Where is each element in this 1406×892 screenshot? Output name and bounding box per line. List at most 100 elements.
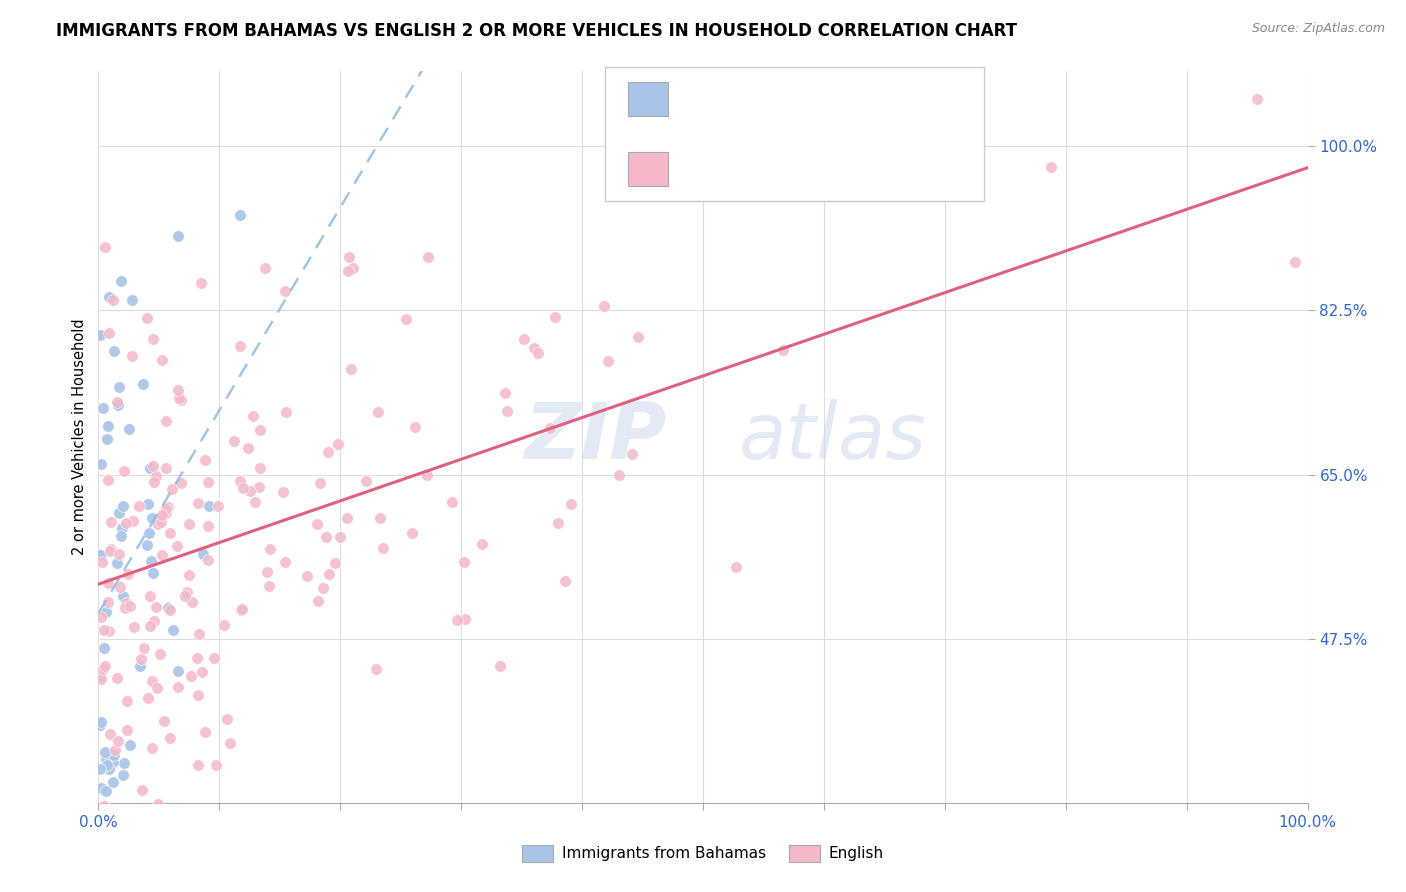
- Point: [527, 346, 550, 360]
- Point: [132, 377, 155, 392]
- Point: [271, 484, 294, 499]
- Point: [249, 423, 271, 437]
- Point: [118, 738, 141, 752]
- Point: [181, 595, 204, 609]
- Point: [621, 447, 644, 461]
- Point: [197, 553, 219, 567]
- Point: [239, 483, 262, 498]
- Point: [724, 560, 747, 574]
- Text: N =: N =: [797, 90, 845, 108]
- Point: [93, 662, 115, 676]
- Point: [257, 579, 280, 593]
- Legend: Immigrants from Bahamas, English: Immigrants from Bahamas, English: [516, 838, 890, 868]
- Point: [197, 499, 219, 513]
- Point: [94, 605, 117, 619]
- Point: [232, 481, 254, 495]
- Point: [228, 208, 250, 222]
- Point: [446, 613, 468, 627]
- Point: [326, 436, 349, 450]
- Point: [513, 332, 536, 346]
- Point: [364, 662, 387, 676]
- Point: [142, 333, 165, 347]
- Point: [170, 475, 193, 490]
- Text: R =: R =: [685, 90, 721, 108]
- Point: [155, 507, 177, 521]
- Point: [114, 596, 136, 610]
- Point: [136, 690, 159, 705]
- Point: [336, 264, 359, 278]
- Point: [150, 353, 173, 368]
- Point: [190, 276, 212, 290]
- Point: [121, 349, 143, 363]
- Point: [523, 342, 546, 356]
- Point: [156, 600, 179, 615]
- Point: [110, 529, 132, 543]
- Point: [1284, 254, 1306, 268]
- Point: [222, 434, 245, 448]
- Point: [132, 640, 155, 655]
- Point: [91, 555, 114, 569]
- Point: [94, 784, 117, 798]
- Point: [105, 671, 128, 685]
- Point: [166, 540, 188, 554]
- Point: [231, 603, 253, 617]
- Point: [318, 444, 340, 458]
- Point: [253, 260, 276, 275]
- Y-axis label: 2 or more Vehicles in Household: 2 or more Vehicles in Household: [72, 318, 87, 556]
- Text: 54: 54: [846, 90, 869, 108]
- Point: [120, 599, 142, 614]
- Point: [114, 600, 136, 615]
- Point: [159, 603, 181, 617]
- Point: [107, 733, 129, 747]
- Point: [90, 610, 112, 624]
- Point: [91, 401, 114, 415]
- Point: [90, 714, 112, 729]
- Point: [98, 624, 121, 639]
- Point: [90, 672, 112, 686]
- Point: [297, 568, 319, 582]
- Point: [249, 480, 271, 494]
- Point: [94, 752, 117, 766]
- Point: [108, 580, 131, 594]
- Point: [489, 659, 512, 673]
- Point: [315, 530, 337, 544]
- Point: [150, 548, 173, 562]
- Point: [169, 393, 191, 408]
- Point: [259, 541, 281, 556]
- Point: [494, 385, 516, 400]
- Point: [97, 418, 120, 433]
- Point: [89, 762, 111, 776]
- Point: [117, 694, 139, 708]
- Point: [368, 510, 391, 524]
- Point: [274, 284, 297, 298]
- Point: [110, 274, 132, 288]
- Point: [90, 548, 112, 562]
- Point: [100, 516, 122, 530]
- Point: [129, 658, 152, 673]
- Point: [141, 673, 163, 688]
- Point: [89, 328, 111, 343]
- Point: [560, 497, 582, 511]
- Point: [471, 537, 494, 551]
- Point: [111, 768, 134, 782]
- Point: [122, 620, 145, 634]
- Point: [139, 589, 162, 603]
- Point: [107, 398, 129, 412]
- Point: [197, 519, 219, 533]
- Point: [335, 511, 357, 525]
- Point: [159, 526, 181, 541]
- Point: [167, 681, 190, 695]
- Point: [155, 461, 177, 475]
- Point: [454, 612, 477, 626]
- Point: [148, 797, 170, 811]
- Point: [150, 515, 173, 529]
- Point: [93, 623, 115, 637]
- Point: [197, 475, 219, 489]
- Text: N =: N =: [797, 160, 845, 178]
- Point: [194, 725, 217, 739]
- Point: [117, 567, 139, 582]
- Point: [142, 459, 165, 474]
- Point: [111, 521, 134, 535]
- Point: [538, 421, 561, 435]
- Point: [194, 453, 217, 467]
